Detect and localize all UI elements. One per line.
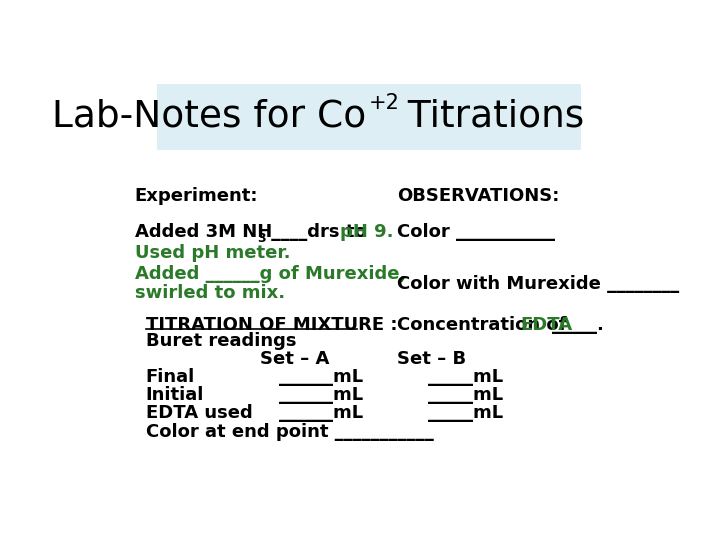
Text: _____.: _____. bbox=[552, 316, 604, 334]
Text: TITRATION OF MIXTURE :: TITRATION OF MIXTURE : bbox=[145, 316, 397, 334]
Text: swirled to mix.: swirled to mix. bbox=[135, 285, 285, 302]
Text: _____mL: _____mL bbox=[428, 368, 503, 387]
Text: Color at end point ___________: Color at end point ___________ bbox=[145, 422, 433, 441]
Text: pH 9.: pH 9. bbox=[340, 224, 394, 241]
Text: EDTA used: EDTA used bbox=[145, 404, 253, 422]
Text: ____drs to: ____drs to bbox=[265, 224, 372, 241]
FancyBboxPatch shape bbox=[157, 84, 581, 150]
Text: Lab-Notes for Co: Lab-Notes for Co bbox=[52, 99, 366, 135]
Text: ______mL: ______mL bbox=[279, 368, 363, 387]
Text: _____mL: _____mL bbox=[428, 386, 503, 404]
Text: Experiment:: Experiment: bbox=[135, 187, 258, 205]
Text: +2: +2 bbox=[369, 93, 400, 113]
Text: Added ______g of Murexide,: Added ______g of Murexide, bbox=[135, 265, 406, 283]
Text: Added 3M NH: Added 3M NH bbox=[135, 224, 272, 241]
Text: 3: 3 bbox=[258, 232, 266, 245]
Text: Set – A: Set – A bbox=[260, 350, 330, 368]
Text: EDTA: EDTA bbox=[521, 316, 573, 334]
Text: Final: Final bbox=[145, 368, 195, 387]
Text: Color with Murexide ________: Color with Murexide ________ bbox=[397, 275, 679, 293]
Text: Titrations: Titrations bbox=[396, 99, 584, 135]
Text: Concentration of: Concentration of bbox=[397, 316, 572, 334]
Text: Set – B: Set – B bbox=[397, 350, 466, 368]
Text: Buret readings: Buret readings bbox=[145, 332, 297, 350]
Text: ______mL: ______mL bbox=[279, 404, 363, 422]
Text: Color ___________: Color ___________ bbox=[397, 224, 555, 241]
Text: Initial: Initial bbox=[145, 386, 204, 404]
Text: Used pH meter.: Used pH meter. bbox=[135, 244, 290, 262]
Text: ______mL: ______mL bbox=[279, 386, 363, 404]
Text: _____mL: _____mL bbox=[428, 404, 503, 422]
Text: OBSERVATIONS:: OBSERVATIONS: bbox=[397, 187, 559, 205]
